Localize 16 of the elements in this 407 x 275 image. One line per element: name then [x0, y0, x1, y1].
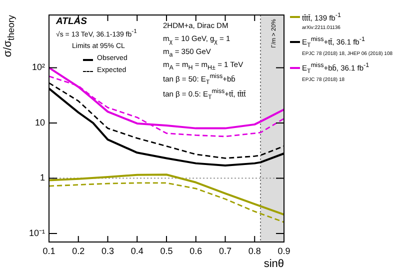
annotation: ATLAS	[56, 16, 87, 28]
y-tick-label: 10	[34, 117, 45, 128]
x-tick-label: 0.8	[248, 246, 261, 256]
x-tick-label: 0.7	[218, 246, 232, 256]
x-tick-label: 0.2	[72, 246, 85, 256]
x-tick-label: 0.5	[160, 246, 173, 256]
line-series	[49, 182, 284, 223]
x-tick-label: 0.6	[190, 246, 202, 256]
x-tick-label: 0.1	[42, 246, 56, 256]
y-tick-label: 10⁻¹	[28, 228, 45, 238]
x-tick-label: 0.9	[278, 246, 290, 256]
y-tick-label: 10²	[32, 62, 45, 72]
x-tick-label: 0.4	[130, 246, 144, 256]
y-tick-label: 1	[40, 172, 45, 183]
x-tick-label: 0.3	[101, 246, 114, 256]
x-axis-title: sinθ	[264, 258, 284, 270]
